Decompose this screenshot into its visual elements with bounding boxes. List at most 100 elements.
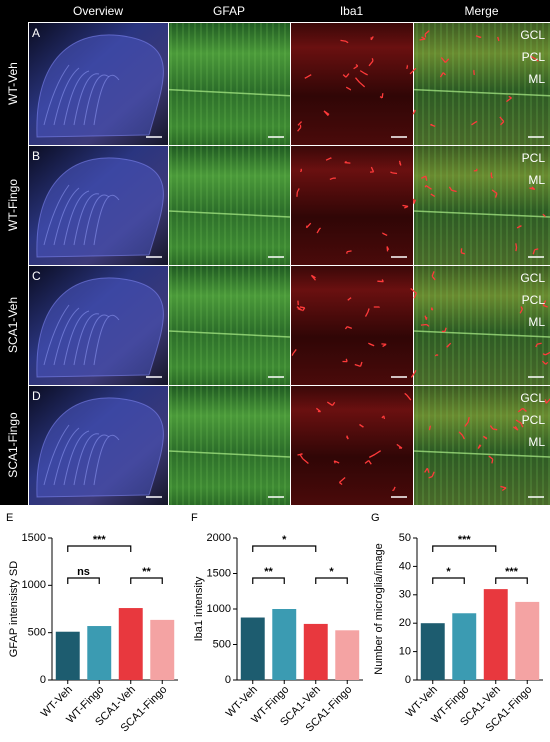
fiber-texture: [414, 146, 550, 265]
row-label: WT-Veh: [6, 62, 20, 105]
panel-letter: D: [32, 389, 41, 403]
microglia: [390, 171, 398, 175]
folia: [73, 313, 100, 366]
microglia: [430, 193, 436, 198]
column-header: GFAP: [213, 4, 245, 18]
microglia: [353, 64, 359, 70]
microglia: [346, 250, 352, 254]
micrograph: [291, 386, 413, 505]
folia: [53, 427, 80, 486]
microglia: [342, 358, 348, 363]
folia: [93, 74, 120, 126]
bar: [150, 619, 175, 680]
microglia: [402, 204, 409, 209]
microglia: [340, 39, 349, 44]
column-header: Iba1: [340, 4, 364, 18]
microglia: [342, 73, 350, 78]
significance-label: ***: [93, 534, 107, 546]
bar: [118, 608, 143, 680]
microglia: [440, 57, 450, 63]
folia: [93, 314, 120, 366]
folia: [43, 424, 70, 486]
y-tick-label: 2000: [207, 532, 231, 544]
microglia: [419, 36, 426, 41]
folia: [43, 64, 70, 126]
microglia: [464, 416, 470, 427]
microglia: [299, 306, 306, 312]
significance-bracket: [495, 577, 528, 584]
microglia: [291, 349, 297, 356]
microglia: [305, 222, 312, 229]
panel-letter: F: [191, 512, 198, 524]
tissue-outline: [36, 277, 164, 378]
microglia: [488, 455, 494, 464]
microglia: [338, 476, 346, 486]
folia: [93, 194, 120, 246]
significance-label: *: [329, 566, 334, 578]
bar: [240, 617, 265, 680]
significance-bracket: [67, 545, 132, 552]
purkinje-line: [168, 88, 291, 97]
micrograph: [291, 23, 413, 145]
microglia: [345, 86, 352, 91]
fiber-texture: [169, 23, 290, 145]
microglia: [439, 72, 446, 78]
microglia: [368, 58, 374, 67]
microglia: [446, 342, 452, 348]
folia: [73, 73, 100, 126]
layer-label: ML: [528, 435, 545, 449]
microglia: [333, 460, 340, 464]
purkinje-line: [168, 210, 291, 218]
microglia: [344, 326, 353, 330]
microglia: [409, 67, 417, 75]
y-tick-label: 10: [399, 646, 411, 658]
layer-label: PCL: [522, 293, 546, 307]
significance-bracket: [67, 577, 100, 584]
microglia: [412, 109, 416, 115]
significance-label: *: [282, 534, 287, 546]
microglia: [441, 327, 447, 333]
microglia: [424, 184, 432, 190]
microglia: [428, 471, 435, 479]
folia: [53, 187, 80, 246]
microglia: [542, 300, 548, 308]
y-tick-label: 30: [399, 589, 411, 601]
microglia: [410, 369, 417, 378]
significance-bracket: [315, 577, 348, 584]
significance-bracket: [252, 577, 285, 584]
folia: [83, 194, 110, 246]
bar: [55, 631, 80, 680]
panel-letter: G: [371, 512, 380, 524]
significance-label: ***: [458, 534, 472, 546]
microglia: [490, 172, 494, 179]
microglia: [428, 425, 432, 431]
microglia: [424, 315, 428, 320]
fiber-texture: [414, 386, 550, 505]
microglia: [529, 186, 536, 191]
microglia: [519, 306, 523, 314]
y-axis-label: GFAP intensisty SD: [8, 561, 20, 657]
microglia: [381, 232, 388, 237]
microglia: [529, 55, 539, 62]
microglia: [359, 70, 368, 76]
panel-letter: B: [32, 149, 40, 163]
bar: [452, 613, 477, 680]
microglia: [477, 444, 482, 449]
microglia: [381, 343, 387, 348]
y-tick-label: 1500: [22, 532, 46, 544]
microglia: [471, 120, 478, 126]
layer-label: ML: [528, 173, 545, 187]
micrograph: [291, 266, 413, 385]
microglia: [512, 425, 519, 431]
microglia: [516, 225, 522, 229]
bar: [335, 630, 360, 680]
microglia: [381, 415, 386, 420]
bar: [515, 601, 540, 680]
purkinje-line: [413, 330, 550, 338]
tissue-outline: [36, 397, 164, 498]
fiber-texture: [414, 266, 550, 385]
microglia: [329, 177, 336, 181]
layer-label: ML: [528, 72, 545, 86]
y-axis-label: Iba1 intensity: [193, 576, 205, 641]
y-tick-label: 50: [399, 532, 411, 544]
